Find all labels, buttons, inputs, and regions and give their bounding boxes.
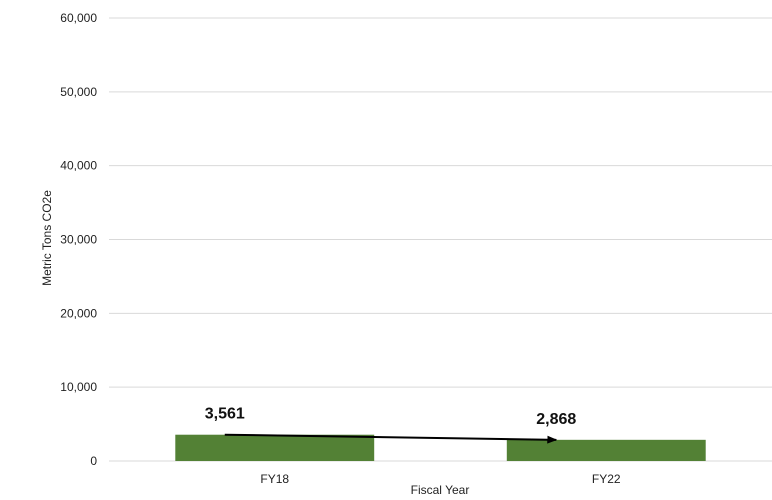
y-tick-label: 10,000 [60,380,97,394]
bar-fy18 [175,434,375,461]
bar-fy22 [506,439,706,461]
y-tick-label: 40,000 [60,159,97,173]
data-labels: 3,561 2,868 [205,406,577,428]
y-tick-label: 20,000 [60,306,97,320]
y-axis-title: Metric Tons CO2e [40,190,54,286]
trend-arrow [224,433,558,444]
x-tick-label: FY22 [592,472,621,486]
y-tick-label: 0 [90,454,97,468]
y-tick-label: 60,000 [60,11,97,25]
gridlines [109,17,772,462]
data-label: 2,868 [536,411,576,428]
x-axis-ticks: FY18 FY22 [260,472,621,486]
x-tick-label: FY18 [260,472,289,486]
y-axis-ticks: 0 10,000 20,000 30,000 40,000 50,000 60,000 [60,11,97,468]
bars [175,434,706,461]
y-tick-label: 50,000 [60,85,97,99]
x-axis-title: Fiscal Year [411,483,470,497]
y-tick-label: 30,000 [60,233,97,247]
data-label: 3,561 [205,406,245,423]
